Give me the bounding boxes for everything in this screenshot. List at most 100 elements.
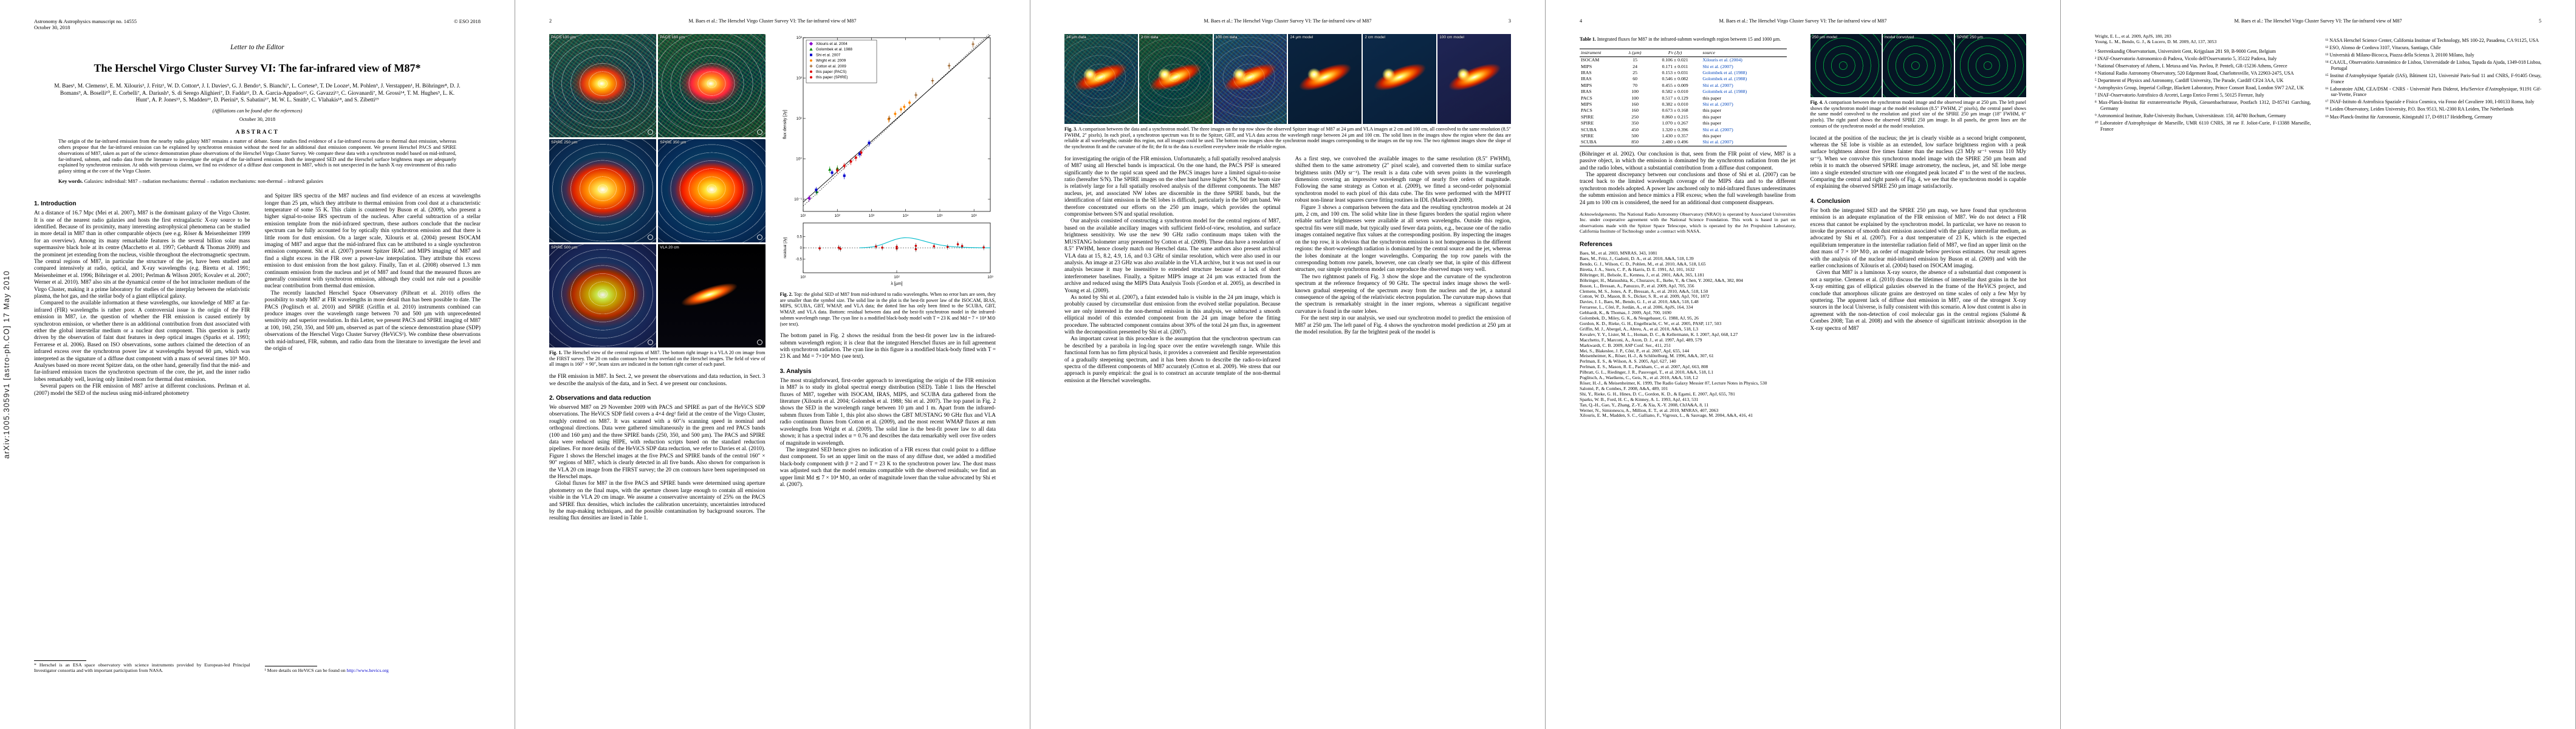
- panel-label: SPIRE 250 µm: [1956, 35, 1983, 39]
- panel-label: PACS 160 µm: [660, 35, 685, 39]
- reference-entry: Cotton, W. D., Mason, B. S., Dicker, S. …: [1580, 293, 1710, 299]
- svg-text:residual [Jy]: residual [Jy]: [783, 237, 787, 258]
- nucleus: [1456, 68, 1470, 81]
- reference-entry: Böhringer, H., Matsushita, K., Churazov,…: [1580, 277, 1743, 283]
- nucleus: [1382, 68, 1396, 81]
- figure-3: 24 µm data 2 cm data 100 cm data 24 µm mode…: [1064, 34, 1511, 150]
- affiliation-entry: ³ National Observatory of Athens, I. Met…: [2095, 63, 2287, 69]
- reference-entry: Baes, M., Fritz, J., Gadotti, D. A., et …: [1580, 256, 1694, 262]
- paper-title: The Herschel Virgo Cluster Survey VI: Th…: [94, 62, 421, 74]
- svg-text:10⁰: 10⁰: [796, 157, 802, 161]
- hevics-url[interactable]: http://www.hevics.org: [346, 667, 389, 673]
- reference-entry: Kovalev, Y. Y., Lister, M. L., Homan, D.…: [1580, 331, 1738, 337]
- reference-entry: Meisenheimer, K., Röser, H.-J., & Schlöt…: [1580, 353, 1714, 359]
- column-header: Fν (Jy): [1668, 49, 1682, 55]
- flux-cell: 2.480 ± 0.496: [1662, 139, 1688, 145]
- table-row: PACS 100 0.517 ± 0.129 this paper: [1580, 95, 1787, 101]
- acknowledgements: Acknowledgements. The National Radio Ast…: [1580, 211, 1796, 234]
- svg-text:Golombek et al. 1988: Golombek et al. 1988: [816, 47, 852, 52]
- table-row: IRAS 60 0.546 ± 0.082 Golombek et al. (1988…: [1580, 76, 1787, 82]
- figure-panel-spire-350-µm: SPIRE 350 µm: [658, 139, 766, 242]
- manuscript-date: October 30, 2018: [34, 24, 70, 30]
- nucleus: [1158, 68, 1171, 81]
- affiliation-entry: ⁴ National Radio Astronomy Observatory, …: [2095, 70, 2294, 77]
- source-cell: Golombek et al. (1988): [1702, 76, 1747, 82]
- false-colour-map: [549, 139, 657, 242]
- paragraph: Several papers on the FIR emission of M8…: [34, 383, 250, 397]
- panel-label: 100 cm data: [1215, 35, 1238, 39]
- flux-cell: 0.673 ± 0.168: [1662, 108, 1688, 114]
- reference-entry: Perlman, E. S., Mason, R. E., Packham, C…: [1580, 364, 1708, 370]
- section-2-paragraphs: We observed M87 on 29 November 2009 with…: [549, 405, 766, 522]
- svg-text:0.5: 0.5: [796, 236, 802, 239]
- wavelength-cell: 500: [1631, 132, 1639, 139]
- svg-text:this paper (SPIRE): this paper (SPIRE): [816, 75, 848, 80]
- running-header: M. Baes et al.: The Herschel Virgo Clust…: [1064, 18, 1512, 24]
- section-1-heading: 1. Introduction: [34, 200, 77, 208]
- instrument-cell: SPIRE: [1581, 132, 1594, 139]
- arxiv-id-text: arXiv:1005.3059v1 [astro-ph.CO] 17 May 2…: [2, 270, 11, 459]
- figure-panel-24-µm-model: 24 µm model: [1288, 34, 1362, 124]
- figure-panel-spire-500-µm: SPIRE 500 µm: [549, 244, 657, 347]
- reference-entry: Mei, S., Blakeslee, J. P., Côté, P., et …: [1580, 347, 1690, 354]
- wavelength-cell: 100: [1631, 89, 1639, 95]
- affiliation-entry: ¹⁷ INAF-Istituto di Astrofisica Spaziale…: [2325, 99, 2535, 105]
- page-number: 3: [1508, 18, 1511, 24]
- false-colour-map: [549, 34, 657, 137]
- page-5: M. Baes et al.: The Herschel Virgo Clust…: [2061, 0, 2576, 729]
- flux-cell: 0.153 ± 0.031: [1662, 69, 1688, 75]
- running-head-title: M. Baes et al.: The Herschel Virgo Clust…: [688, 18, 857, 24]
- reference-entry: Wright, E. L., et al. 2009, ApJS, 180, 2…: [2095, 34, 2171, 39]
- table-row: MIPS 70 0.455 ± 0.009 Shi et al. (2007): [1580, 83, 1787, 89]
- reference-entry: Macchetto, F., Marconi, A., Axon, D. J.,…: [1580, 337, 1702, 343]
- page2-column-left: PACS 100 µm PACS 160 µm SPIRE 250 µm SPIRE …: [549, 34, 766, 522]
- svg-text:-0.5: -0.5: [795, 258, 802, 262]
- instrument-cell: IRAS: [1581, 69, 1592, 75]
- false-colour-map: [658, 34, 766, 137]
- panel-label: model convolved: [1884, 35, 1914, 39]
- figure-1: PACS 100 µm PACS 160 µm SPIRE 250 µm SPIRE …: [549, 34, 766, 368]
- column-header: source: [1702, 49, 1715, 55]
- reference-entry: Pilbratt, G. L., Riedinger, J. R., Passv…: [1580, 369, 1714, 375]
- section-2-heading: 2. Observations and data reduction: [549, 394, 651, 402]
- figure-4-caption: Fig. 4. A comparison between the synchro…: [1810, 100, 2027, 129]
- figure-2-label: Fig. 2.: [779, 292, 793, 297]
- svg-text:0: 0: [800, 247, 802, 250]
- paragraph: The bottom panel in Fig. 2 shows the res…: [779, 333, 996, 360]
- acknowledgements-label: Acknowledgements.: [1580, 211, 1617, 217]
- wavelength-cell: 160: [1631, 101, 1639, 107]
- beam-size-indicator: [648, 340, 654, 345]
- source-cell: Shi et al. (2007): [1702, 82, 1733, 88]
- figure-panel-2-cm-data: 2 cm data: [1139, 34, 1213, 124]
- references-heading: References: [1580, 241, 1612, 248]
- paragraph: (Böhringer et al. 2002). Our conclusion …: [1580, 151, 1796, 171]
- svg-text:10²: 10²: [894, 275, 900, 279]
- figure-1-panels: PACS 100 µm PACS 160 µm SPIRE 250 µm SPIRE …: [549, 34, 766, 347]
- svg-text:10¹: 10¹: [800, 214, 806, 218]
- flux-cell: 0.455 ± 0.009: [1662, 82, 1688, 88]
- table-row: SCUBA 850 2.480 ± 0.496 Shi et al. (2007): [1580, 139, 1787, 146]
- source-cell: Golombek et al. (1988): [1702, 89, 1747, 95]
- table-row: MIPS 24 0.171 ± 0.011 Shi et al. (2007): [1580, 64, 1787, 70]
- running-head-title: M. Baes et al.: The Herschel Virgo Clust…: [1204, 18, 1372, 24]
- source-cell: this paper: [1702, 132, 1721, 139]
- reference-entry: Röser, H.-J., & Meisenheimer, K. 1999, T…: [1580, 380, 1767, 386]
- table-1: Table 1. Integrated fluxes for M87 in th…: [1580, 36, 1796, 146]
- panel-label: SPIRE 350 µm: [660, 140, 687, 145]
- source-cell: Shi et al. (2007): [1702, 63, 1733, 69]
- source-cell: Xilouris et al. (2004): [1702, 57, 1742, 63]
- table-row: SPIRE 250 0.860 ± 0.215 this paper: [1580, 114, 1787, 120]
- reference-entry: Markwardt, C. B. 2009, ASP Conf. Ser., 4…: [1580, 342, 1671, 348]
- figure-3-caption: Fig. 3. A comparison between the data an…: [1064, 126, 1512, 150]
- reference-list: Baes, M., et al. 2003, MNRAS, 343, 1081 B…: [1580, 250, 1796, 419]
- flux-cell: 1.320 ± 0.396: [1662, 126, 1688, 132]
- table-row: ISOCAM 15 0.106 ± 0.021 Xilouris et al. (20…: [1580, 57, 1787, 64]
- reference-entry: Young, L. M., Bendo, G. J., & Lucero, D.…: [2095, 38, 2217, 44]
- nucleus: [1083, 68, 1097, 81]
- section-3-heading: 3. Analysis: [779, 368, 812, 375]
- false-colour-map: [658, 139, 766, 242]
- svg-text:10¹: 10¹: [796, 117, 802, 121]
- table-row: IRAS 25 0.153 ± 0.031 Golombek et al. (1988…: [1580, 70, 1787, 76]
- paragraph: located at the position of the nucleus; …: [1810, 135, 2027, 190]
- flux-cell: 1.070 ± 0.267: [1662, 120, 1688, 126]
